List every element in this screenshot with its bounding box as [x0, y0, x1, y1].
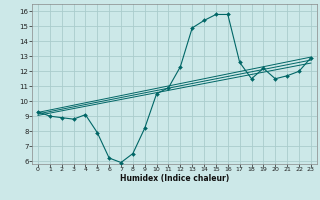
X-axis label: Humidex (Indice chaleur): Humidex (Indice chaleur)	[120, 174, 229, 183]
